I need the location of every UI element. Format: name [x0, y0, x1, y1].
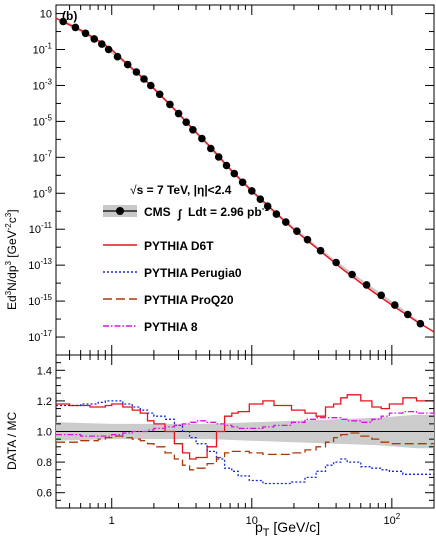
cms-data-point	[238, 178, 247, 187]
cms-data-point	[404, 310, 412, 319]
legend-proq20-label: PYTHIA ProQ20	[144, 293, 234, 307]
x-axis-ticks: 1 10 102	[55, 355, 435, 527]
cms-data-point	[182, 118, 190, 126]
ratio-curve-pythia-proq20	[56, 432, 434, 471]
ratio-panel: 0.60.81.01.21.4 1 10 102 DATA / MC pT [GeV…	[5, 354, 435, 539]
cms-data-point	[263, 202, 272, 210]
cms-data-point	[303, 235, 312, 244]
cms-data-points	[59, 17, 425, 328]
cms-data-point	[272, 210, 281, 218]
cms-data-point	[189, 126, 197, 134]
legend-d6t-label: PYTHIA D6T	[144, 239, 214, 253]
ratio-curves	[56, 394, 435, 485]
legend-entry-d6t: PYTHIA D6T	[103, 239, 214, 253]
x-tick-label: 1	[109, 515, 115, 527]
cms-data-point	[104, 45, 113, 54]
cms-data-point	[81, 29, 90, 38]
cms-data-point	[230, 169, 239, 178]
legend-pythia8-label: PYTHIA 8	[144, 320, 198, 334]
cms-data-point	[248, 187, 256, 195]
ratio-y-axis-ticks: 0.6 0.8 1.0 1.2 1.4	[37, 354, 434, 509]
cms-data-point	[123, 60, 132, 69]
cms-data-point	[348, 270, 356, 279]
cms-data-point	[59, 17, 67, 26]
legend-entry-pythia8: PYTHIA 8	[103, 320, 198, 334]
cms-data-point	[214, 153, 223, 161]
legend-cms-luminosity: Ldt = 2.96 pb-1	[188, 204, 269, 219]
cms-data-point	[147, 81, 155, 90]
x-axis-ticks-top	[55, 5, 435, 355]
legend-cms-integral-sign: ∫	[177, 207, 183, 221]
y-axis-title: Ed3N/dp3 [GeV-2c3]	[4, 209, 19, 310]
ratio-y-tick-label: 0.6	[37, 488, 52, 500]
ratio-y-axis-title: DATA / MC	[5, 411, 19, 470]
cms-data-point	[332, 258, 340, 267]
legend: √s = 7 TeV, |η|<2.4 CMS ∫ Ldt = 2.96 pb-…	[103, 183, 269, 334]
cms-data-point	[113, 52, 122, 61]
ratio-curve-pythia-8	[56, 410, 435, 437]
cms-data-point	[198, 134, 206, 143]
cms-data-point	[132, 68, 141, 76]
cms-data-point	[222, 161, 231, 170]
spectrum-panel: (b) 1010-110-310-510-710-910-1110-1310-1…	[4, 4, 435, 356]
legend-cms-marker	[116, 207, 124, 215]
cms-data-point	[391, 301, 399, 309]
ratio-curve-pythia-d6t	[56, 394, 434, 460]
cms-data-point	[174, 109, 183, 118]
legend-entry-proq20: PYTHIA ProQ20	[103, 293, 234, 307]
legend-cms-label: CMS	[144, 205, 171, 219]
ratio-curve-pythia-perugia0	[56, 400, 434, 485]
cms-data-point	[293, 227, 301, 235]
ratio-y-tick-label: 1.0	[37, 427, 52, 439]
cms-data-point	[362, 281, 371, 289]
cms-data-point	[256, 195, 265, 203]
cms-data-point	[155, 90, 164, 99]
legend-header: √s = 7 TeV, |η|<2.4	[130, 183, 232, 197]
cms-data-point	[282, 218, 290, 226]
x-axis-title: pT [GeV/c]	[255, 519, 320, 539]
legend-entry-perugia0: PYTHIA Perugia0	[103, 266, 242, 280]
x-tick-label: 10	[246, 515, 258, 527]
ratio-y-tick-label: 0.8	[37, 457, 52, 469]
cms-data-point	[166, 100, 174, 109]
legend-entry-cms: CMS ∫ Ldt = 2.96 pb-1	[103, 204, 269, 221]
ratio-y-tick-label: 1.2	[37, 396, 52, 408]
ratio-uncertainty-band	[56, 414, 434, 449]
cms-data-point	[377, 291, 386, 300]
cms-data-point	[90, 35, 98, 43]
ratio-y-tick-label: 1.4	[37, 365, 52, 377]
cms-data-point	[98, 40, 106, 48]
cms-data-point	[71, 23, 80, 32]
legend-perugia0-label: PYTHIA Perugia0	[144, 266, 242, 280]
cms-data-point	[416, 319, 425, 328]
cms-data-point	[207, 144, 215, 153]
y-tick-label: 10	[40, 9, 52, 21]
cms-data-point	[140, 75, 148, 83]
cms-data-point	[316, 246, 325, 255]
